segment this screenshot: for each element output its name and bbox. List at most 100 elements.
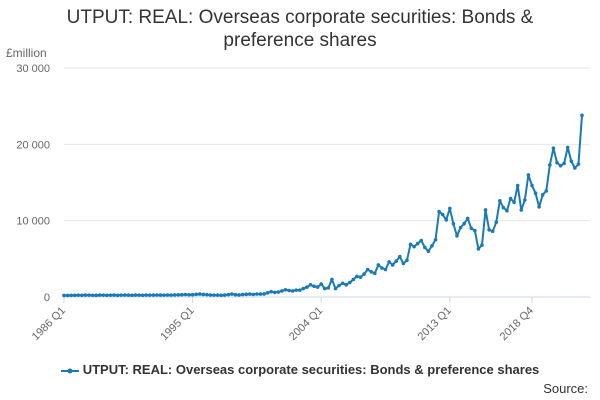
data-point xyxy=(565,145,570,150)
data-point xyxy=(505,208,509,213)
data-point xyxy=(526,173,531,177)
data-point xyxy=(112,293,116,297)
data-point xyxy=(508,196,513,201)
data-point xyxy=(130,293,134,298)
data-point xyxy=(355,274,359,279)
data-point xyxy=(376,263,381,267)
x-tick-label: 1986 Q1 xyxy=(30,305,68,343)
data-point xyxy=(444,218,449,222)
data-point xyxy=(280,289,284,293)
data-point xyxy=(576,162,581,166)
data-point xyxy=(180,292,184,297)
data-point xyxy=(501,205,506,210)
data-point xyxy=(137,293,141,297)
data-point xyxy=(76,293,81,297)
data-point xyxy=(255,292,259,296)
data-point xyxy=(458,225,463,230)
data-point xyxy=(62,293,66,298)
data-point xyxy=(440,212,445,217)
y-tick-label: 0 xyxy=(44,292,50,304)
data-point xyxy=(301,286,306,291)
data-point xyxy=(83,293,88,297)
data-point xyxy=(573,166,577,170)
data-point xyxy=(580,113,584,118)
y-axis-ticks: 0 10 000 20 000 30 000 xyxy=(16,63,50,304)
data-point xyxy=(523,198,527,202)
data-point xyxy=(69,293,73,298)
data-point xyxy=(140,293,145,298)
x-tick-label: 1995 Q1 xyxy=(158,305,196,343)
y-tick-label: 30 000 xyxy=(16,63,50,75)
data-point xyxy=(387,260,391,264)
data-point xyxy=(97,293,102,297)
data-point xyxy=(215,293,220,297)
data-point xyxy=(555,160,559,165)
data-point xyxy=(451,221,456,226)
data-point xyxy=(340,281,345,286)
data-point xyxy=(423,245,427,250)
data-point xyxy=(494,220,499,224)
legend-line-marker-icon xyxy=(60,368,79,374)
data-point xyxy=(394,259,399,263)
data-point xyxy=(251,292,256,297)
data-point xyxy=(197,292,202,296)
x-tick-label: 2018 Q4 xyxy=(498,305,536,343)
data-point xyxy=(398,254,402,259)
data-point xyxy=(87,293,91,297)
data-point xyxy=(412,244,416,249)
data-point xyxy=(94,293,98,298)
data-point xyxy=(537,205,541,209)
data-point xyxy=(262,292,266,296)
data-point xyxy=(326,286,331,290)
data-point xyxy=(151,293,156,297)
legend-label: UTPUT: REAL: Overseas corporate securiti… xyxy=(82,362,540,377)
data-point xyxy=(487,228,491,232)
data-point xyxy=(562,161,566,166)
y-tick-label: 10 000 xyxy=(16,216,50,228)
data-point xyxy=(172,293,177,297)
data-point xyxy=(205,292,209,297)
data-point xyxy=(322,286,327,291)
y-axis-unit-label: £million xyxy=(6,46,47,60)
data-point xyxy=(347,280,352,285)
data-point xyxy=(230,292,234,296)
data-point xyxy=(294,288,299,292)
data-point xyxy=(448,206,452,211)
data-point xyxy=(237,293,241,297)
gridlines xyxy=(64,67,590,298)
data-point xyxy=(512,200,516,205)
data-point xyxy=(108,293,113,297)
data-point xyxy=(155,293,159,297)
data-point xyxy=(483,208,488,212)
data-point xyxy=(462,221,466,226)
data-point xyxy=(515,183,520,188)
series-layer xyxy=(62,113,584,298)
data-point xyxy=(290,289,295,293)
data-point xyxy=(333,286,338,291)
data-point xyxy=(258,292,263,296)
data-point xyxy=(365,267,370,272)
data-point xyxy=(362,272,366,276)
data-point xyxy=(569,159,574,163)
x-axis: 1986 Q1 1995 Q1 2004 Q1 2013 Q1 2018 Q4 xyxy=(30,297,536,343)
source-label: Source: xyxy=(543,381,588,396)
data-point xyxy=(283,287,288,292)
data-point xyxy=(530,183,534,188)
data-point xyxy=(126,293,131,297)
data-point xyxy=(358,275,363,279)
data-point xyxy=(65,293,70,298)
data-point xyxy=(380,266,384,270)
data-point xyxy=(455,234,459,238)
data-point xyxy=(308,282,313,287)
data-point xyxy=(369,270,374,274)
data-point xyxy=(80,293,84,298)
data-point xyxy=(401,261,406,266)
data-point xyxy=(305,285,309,289)
data-point xyxy=(498,199,502,203)
data-point xyxy=(319,282,324,286)
data-point xyxy=(194,292,198,297)
data-point xyxy=(265,291,270,295)
series-line xyxy=(63,115,583,297)
legend[interactable]: UTPUT: REAL: Overseas corporate securiti… xyxy=(0,362,600,377)
